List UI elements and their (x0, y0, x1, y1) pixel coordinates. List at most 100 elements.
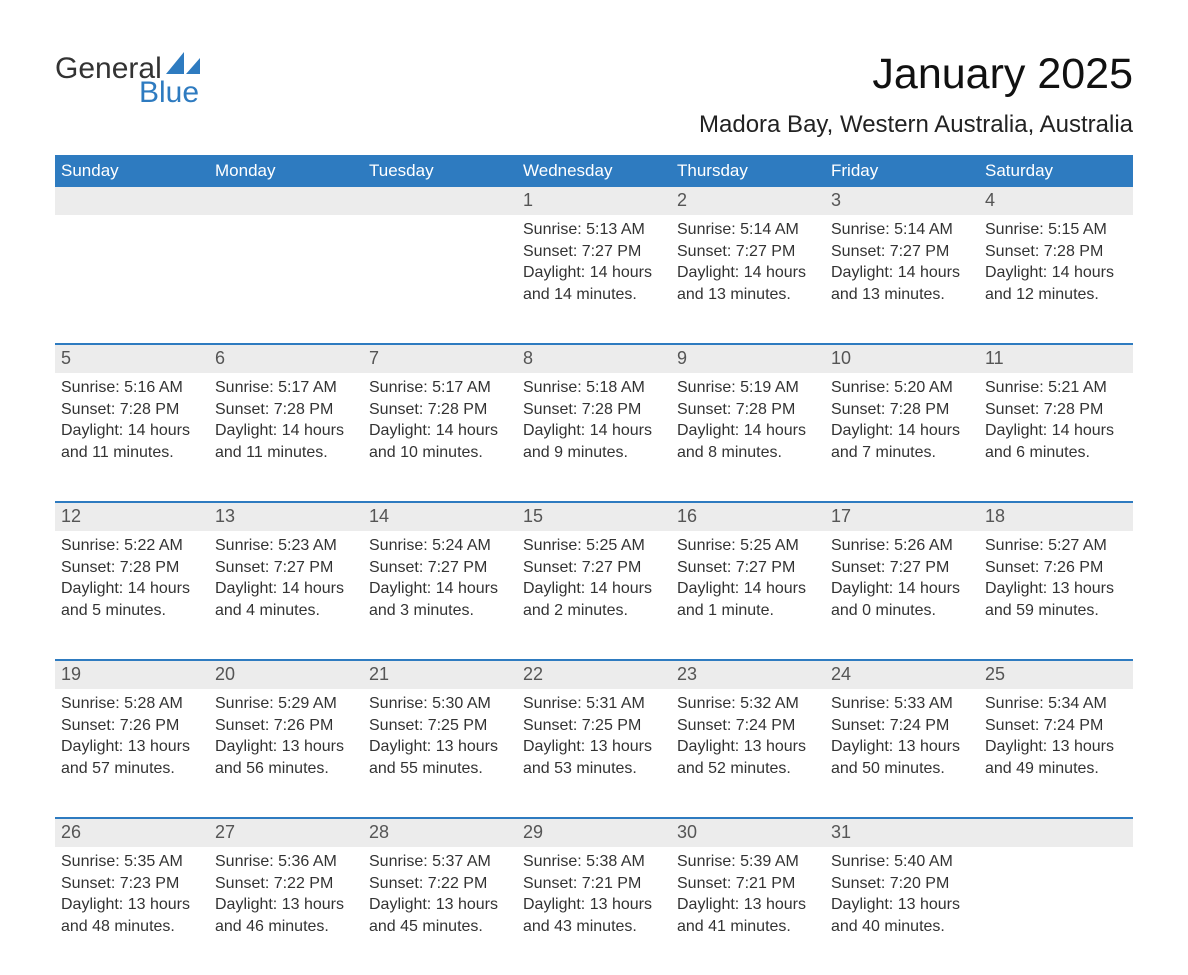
day-number: 22 (517, 661, 671, 689)
day-cell: 14Sunrise: 5:24 AMSunset: 7:27 PMDayligh… (363, 502, 517, 660)
day-details: Sunrise: 5:25 AMSunset: 7:27 PMDaylight:… (517, 531, 671, 659)
sunrise-line: Sunrise: 5:40 AM (831, 851, 973, 873)
day-number: 31 (825, 819, 979, 847)
sunset-line: Sunset: 7:26 PM (215, 715, 357, 737)
sunrise-line: Sunrise: 5:17 AM (215, 377, 357, 399)
day-number (55, 187, 209, 215)
day-number: 4 (979, 187, 1133, 215)
day-cell: 13Sunrise: 5:23 AMSunset: 7:27 PMDayligh… (209, 502, 363, 660)
week-row: 5Sunrise: 5:16 AMSunset: 7:28 PMDaylight… (55, 344, 1133, 502)
week-row: 1Sunrise: 5:13 AMSunset: 7:27 PMDaylight… (55, 187, 1133, 344)
sunset-line: Sunset: 7:22 PM (369, 873, 511, 895)
day-cell (363, 187, 517, 344)
day-details (363, 215, 517, 343)
day-number: 8 (517, 345, 671, 373)
day-number: 23 (671, 661, 825, 689)
day-cell: 9Sunrise: 5:19 AMSunset: 7:28 PMDaylight… (671, 344, 825, 502)
day-details: Sunrise: 5:37 AMSunset: 7:22 PMDaylight:… (363, 847, 517, 975)
sunrise-line: Sunrise: 5:27 AM (985, 535, 1127, 557)
day-cell: 29Sunrise: 5:38 AMSunset: 7:21 PMDayligh… (517, 818, 671, 975)
daylight-line: Daylight: 14 hours and 11 minutes. (215, 420, 357, 463)
sunrise-line: Sunrise: 5:35 AM (61, 851, 203, 873)
sunrise-line: Sunrise: 5:38 AM (523, 851, 665, 873)
day-details: Sunrise: 5:23 AMSunset: 7:27 PMDaylight:… (209, 531, 363, 659)
day-details: Sunrise: 5:33 AMSunset: 7:24 PMDaylight:… (825, 689, 979, 817)
day-cell: 18Sunrise: 5:27 AMSunset: 7:26 PMDayligh… (979, 502, 1133, 660)
daylight-line: Daylight: 14 hours and 3 minutes. (369, 578, 511, 621)
daylight-line: Daylight: 13 hours and 49 minutes. (985, 736, 1127, 779)
day-details: Sunrise: 5:20 AMSunset: 7:28 PMDaylight:… (825, 373, 979, 501)
day-cell: 16Sunrise: 5:25 AMSunset: 7:27 PMDayligh… (671, 502, 825, 660)
day-cell: 28Sunrise: 5:37 AMSunset: 7:22 PMDayligh… (363, 818, 517, 975)
daylight-line: Daylight: 14 hours and 6 minutes. (985, 420, 1127, 463)
day-cell: 11Sunrise: 5:21 AMSunset: 7:28 PMDayligh… (979, 344, 1133, 502)
sunset-line: Sunset: 7:28 PM (523, 399, 665, 421)
day-cell: 22Sunrise: 5:31 AMSunset: 7:25 PMDayligh… (517, 660, 671, 818)
day-cell: 4Sunrise: 5:15 AMSunset: 7:28 PMDaylight… (979, 187, 1133, 344)
daylight-line: Daylight: 14 hours and 4 minutes. (215, 578, 357, 621)
calendar-body: 1Sunrise: 5:13 AMSunset: 7:27 PMDaylight… (55, 187, 1133, 975)
day-number: 5 (55, 345, 209, 373)
day-cell: 6Sunrise: 5:17 AMSunset: 7:28 PMDaylight… (209, 344, 363, 502)
day-details: Sunrise: 5:25 AMSunset: 7:27 PMDaylight:… (671, 531, 825, 659)
col-tuesday: Tuesday (363, 155, 517, 187)
calendar-header: Sunday Monday Tuesday Wednesday Thursday… (55, 155, 1133, 187)
day-cell: 24Sunrise: 5:33 AMSunset: 7:24 PMDayligh… (825, 660, 979, 818)
daylight-line: Daylight: 13 hours and 48 minutes. (61, 894, 203, 937)
day-details: Sunrise: 5:40 AMSunset: 7:20 PMDaylight:… (825, 847, 979, 975)
sunset-line: Sunset: 7:26 PM (61, 715, 203, 737)
day-number: 15 (517, 503, 671, 531)
sunrise-line: Sunrise: 5:18 AM (523, 377, 665, 399)
daylight-line: Daylight: 13 hours and 45 minutes. (369, 894, 511, 937)
day-cell: 8 Sunrise: 5:18 AMSunset: 7:28 PMDaylight… (517, 344, 671, 502)
day-number: 3 (825, 187, 979, 215)
sunrise-line: Sunrise: 5:33 AM (831, 693, 973, 715)
sunrise-line: Sunrise: 5:39 AM (677, 851, 819, 873)
day-details (209, 215, 363, 343)
sunset-line: Sunset: 7:27 PM (215, 557, 357, 579)
sunset-line: Sunset: 7:27 PM (523, 241, 665, 263)
day-number: 17 (825, 503, 979, 531)
day-cell: 10Sunrise: 5:20 AMSunset: 7:28 PMDayligh… (825, 344, 979, 502)
day-number: 14 (363, 503, 517, 531)
day-number: 28 (363, 819, 517, 847)
day-details: Sunrise: 5:14 AMSunset: 7:27 PMDaylight:… (825, 215, 979, 343)
day-number: 27 (209, 819, 363, 847)
day-cell: 23Sunrise: 5:32 AMSunset: 7:24 PMDayligh… (671, 660, 825, 818)
day-details (979, 847, 1133, 975)
sunset-line: Sunset: 7:24 PM (831, 715, 973, 737)
day-number: 7 (363, 345, 517, 373)
day-details: Sunrise: 5:17 AMSunset: 7:28 PMDaylight:… (209, 373, 363, 501)
day-cell: 30Sunrise: 5:39 AMSunset: 7:21 PMDayligh… (671, 818, 825, 975)
day-cell: 15Sunrise: 5:25 AMSunset: 7:27 PMDayligh… (517, 502, 671, 660)
day-number: 10 (825, 345, 979, 373)
daylight-line: Daylight: 13 hours and 41 minutes. (677, 894, 819, 937)
daylight-line: Daylight: 14 hours and 13 minutes. (831, 262, 973, 305)
weekday-row: Sunday Monday Tuesday Wednesday Thursday… (55, 155, 1133, 187)
sunrise-line: Sunrise: 5:14 AM (831, 219, 973, 241)
day-cell (55, 187, 209, 344)
day-number: 19 (55, 661, 209, 689)
day-number: 9 (671, 345, 825, 373)
day-details: Sunrise: 5:39 AMSunset: 7:21 PMDaylight:… (671, 847, 825, 975)
logo: General Blue (55, 50, 200, 108)
sunrise-line: Sunrise: 5:37 AM (369, 851, 511, 873)
col-monday: Monday (209, 155, 363, 187)
daylight-line: Daylight: 14 hours and 12 minutes. (985, 262, 1127, 305)
col-sunday: Sunday (55, 155, 209, 187)
day-number: 13 (209, 503, 363, 531)
day-details: Sunrise: 5:27 AMSunset: 7:26 PMDaylight:… (979, 531, 1133, 659)
day-cell: 5Sunrise: 5:16 AMSunset: 7:28 PMDaylight… (55, 344, 209, 502)
sunset-line: Sunset: 7:28 PM (831, 399, 973, 421)
day-cell: 25Sunrise: 5:34 AMSunset: 7:24 PMDayligh… (979, 660, 1133, 818)
sunset-line: Sunset: 7:26 PM (985, 557, 1127, 579)
day-number (979, 819, 1133, 847)
sunset-line: Sunset: 7:28 PM (215, 399, 357, 421)
daylight-line: Daylight: 14 hours and 14 minutes. (523, 262, 665, 305)
daylight-line: Daylight: 14 hours and 9 minutes. (523, 420, 665, 463)
sunset-line: Sunset: 7:21 PM (677, 873, 819, 895)
col-friday: Friday (825, 155, 979, 187)
sunrise-line: Sunrise: 5:21 AM (985, 377, 1127, 399)
day-number: 25 (979, 661, 1133, 689)
sunset-line: Sunset: 7:27 PM (369, 557, 511, 579)
